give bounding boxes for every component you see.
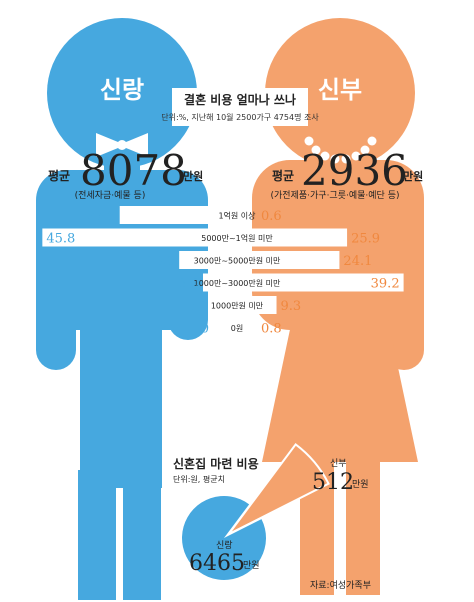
bar-bride xyxy=(237,273,404,292)
pie-slice-bride xyxy=(227,443,330,536)
groom-right-leg xyxy=(123,470,161,600)
pie-label-groom: 신랑 xyxy=(216,539,233,551)
bride-skirt xyxy=(262,320,418,462)
bar-groom xyxy=(42,228,237,247)
value-label-groom: 5.1 xyxy=(188,299,209,314)
value-label-bride: 25.9 xyxy=(351,232,380,247)
bar-bride xyxy=(237,206,240,224)
necklace-icon xyxy=(304,136,377,164)
value-label-bride: 39.2 xyxy=(371,277,400,292)
bride-avg-prefix: 평균 xyxy=(272,169,294,183)
groom-head xyxy=(47,18,197,168)
bar-bride xyxy=(237,251,340,269)
groom-avg-unit: 만원 xyxy=(183,169,203,183)
bar-chart: 1억원 이상 27.6 0.6 5000만~1억원 미만 45.8 25.9 3000만~5… xyxy=(42,206,404,337)
bar-groom xyxy=(215,296,237,314)
value-label-groom: 27.6 xyxy=(87,209,116,224)
category-label: 3000만~5000만원 미만 xyxy=(194,257,281,266)
bride-right-leg xyxy=(346,455,380,595)
pie-value-groom: 6465 xyxy=(189,551,245,576)
bride-right-arm xyxy=(384,240,424,370)
groom-left-leg xyxy=(78,470,116,600)
bride-head xyxy=(265,18,415,168)
pie-title: 신혼집 마련 비용 xyxy=(173,456,259,471)
bowtie-icon xyxy=(96,133,148,157)
category-label: 0원 xyxy=(231,324,243,333)
bride-avg-value: 2936 xyxy=(301,146,408,195)
bride-avg-unit: 만원 xyxy=(403,169,423,183)
pie-unit-groom: 만원 xyxy=(243,560,260,571)
bar-groom xyxy=(119,206,237,224)
pie-chart xyxy=(181,443,330,580)
groom-legs xyxy=(80,318,162,488)
bar-groom xyxy=(203,273,237,292)
pie-unit-bride: 만원 xyxy=(352,479,369,490)
chart-title: 결혼 비용 얼마나 쓰나 xyxy=(184,92,296,107)
value-label-bride: 24.1 xyxy=(343,254,372,269)
groom-label: 신랑 xyxy=(100,76,144,104)
groom-avg-note: (전세자금·예물 등) xyxy=(75,190,146,201)
bar-groom xyxy=(179,251,237,269)
bar-bride xyxy=(237,296,277,314)
pie-label-bride: 신부 xyxy=(330,458,347,469)
pie-value-bride: 512 xyxy=(312,470,354,495)
category-label: 1000만원 미만 xyxy=(211,302,264,311)
category-label: 1억원 이상 xyxy=(218,211,256,221)
source-note: 자료:여성가족부 xyxy=(310,579,371,591)
category-label: 1000만~3000만원 미만 xyxy=(194,279,281,288)
value-label-bride: 0.8 xyxy=(261,322,282,337)
bar-bride xyxy=(237,228,348,247)
groom-left-arm xyxy=(36,240,76,370)
chart-subtitle: 단위:%, 지난해 10월 2500가구 4754명 조사 xyxy=(161,112,319,122)
bride-avg-note: (가전제품·가구·그릇·예물·예단 등) xyxy=(271,190,400,201)
bride-label: 신부 xyxy=(318,76,362,104)
value-label-bride: 0.6 xyxy=(261,209,282,224)
value-label-bride: 9.3 xyxy=(281,299,302,314)
value-label-groom: 13.6 xyxy=(146,254,175,269)
category-label: 5000만~1억원 미만 xyxy=(201,233,273,243)
groom-avg-value: 8078 xyxy=(80,146,187,195)
value-label-groom: 45.8 xyxy=(46,232,75,247)
value-label-groom: 8.0 xyxy=(178,277,199,292)
pie-subtitle: 단위:원, 평균치 xyxy=(173,474,225,484)
title-backdrop xyxy=(172,88,308,126)
pie-slice-groom xyxy=(181,495,266,580)
groom-avg-prefix: 평균 xyxy=(48,169,70,183)
bar-bride xyxy=(237,318,241,337)
value-label-groom: 0 xyxy=(201,322,209,337)
